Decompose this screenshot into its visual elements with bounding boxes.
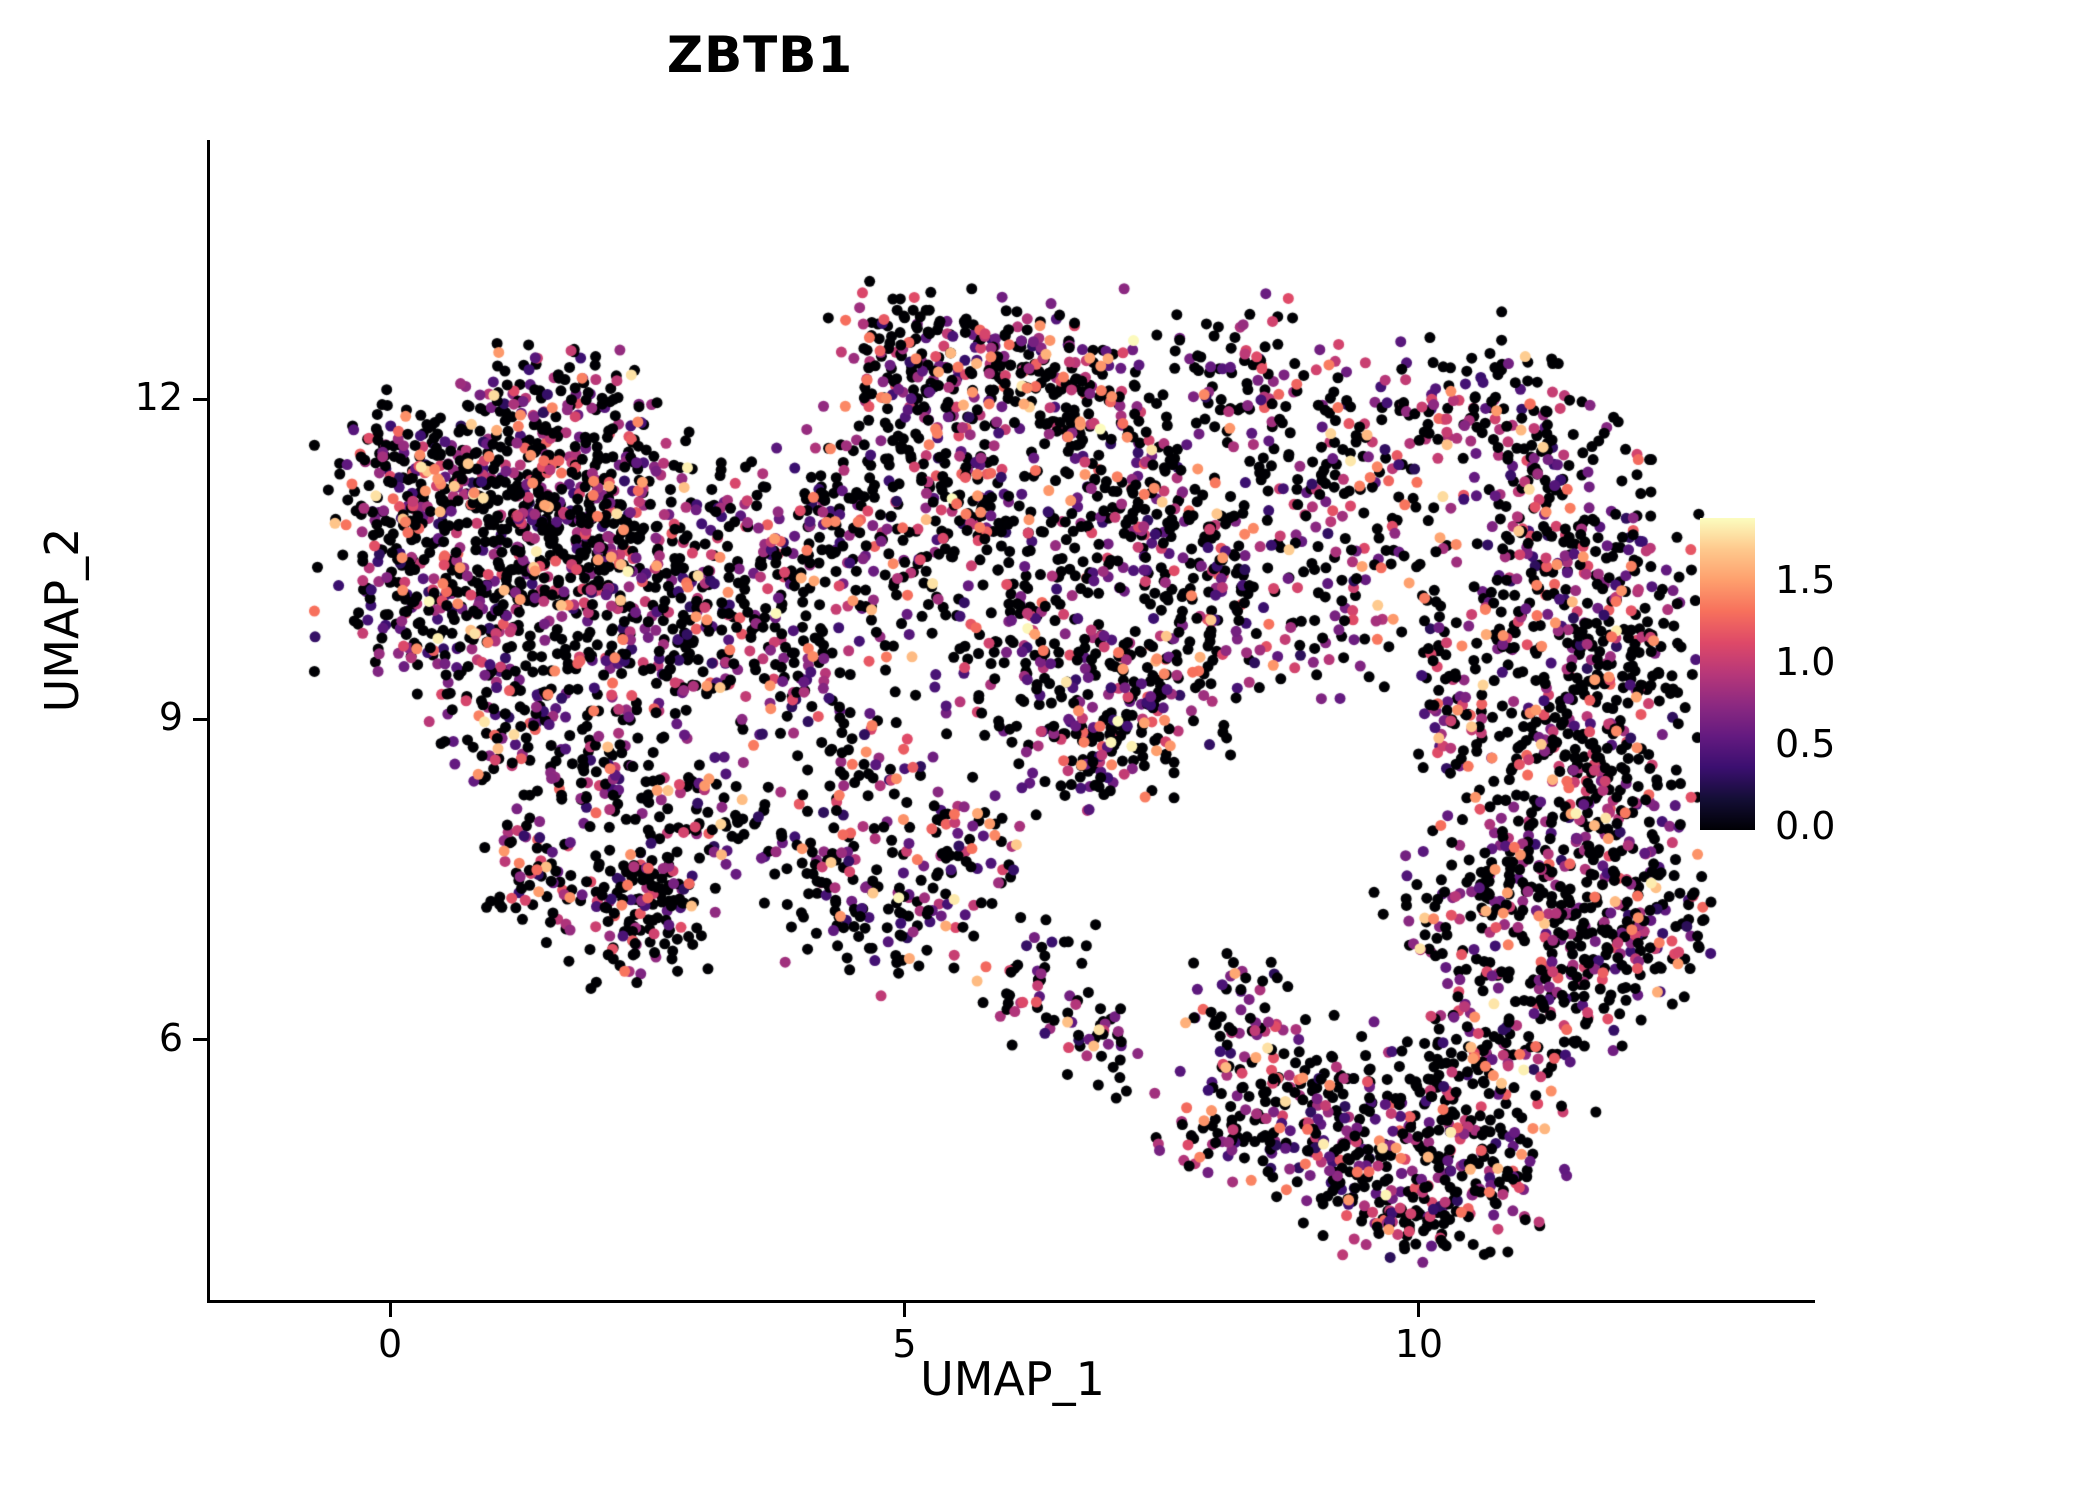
- x-tick-mark: [388, 1303, 392, 1317]
- y-axis-label: UMAP_2: [35, 527, 89, 713]
- y-tick-mark: [193, 397, 207, 401]
- y-tick-mark: [193, 717, 207, 721]
- colorbar-tick-label: 0.5: [1775, 721, 1836, 766]
- y-tick-label: 9: [158, 695, 183, 740]
- colorbar-tick-label: 1.0: [1775, 639, 1836, 684]
- x-tick-mark: [902, 1303, 906, 1317]
- plot-panel: [207, 140, 1815, 1303]
- x-axis-label: UMAP_1: [920, 1352, 1105, 1406]
- colorbar-tick-label: 1.5: [1775, 557, 1836, 602]
- y-tick-label: 12: [134, 375, 183, 420]
- x-tick-mark: [1417, 1303, 1421, 1317]
- colorbar-gradient: [1700, 518, 1755, 830]
- plot-title: ZBTB1: [666, 26, 854, 84]
- y-tick-label: 6: [158, 1015, 183, 1060]
- x-tick-label: 5: [892, 1322, 917, 1366]
- x-tick-label: 10: [1394, 1322, 1444, 1366]
- y-tick-mark: [193, 1038, 207, 1042]
- colorbar-tick-label: 0.0: [1775, 804, 1836, 848]
- umap-scatter-canvas: [210, 140, 1815, 1300]
- x-tick-label: 0: [377, 1322, 403, 1366]
